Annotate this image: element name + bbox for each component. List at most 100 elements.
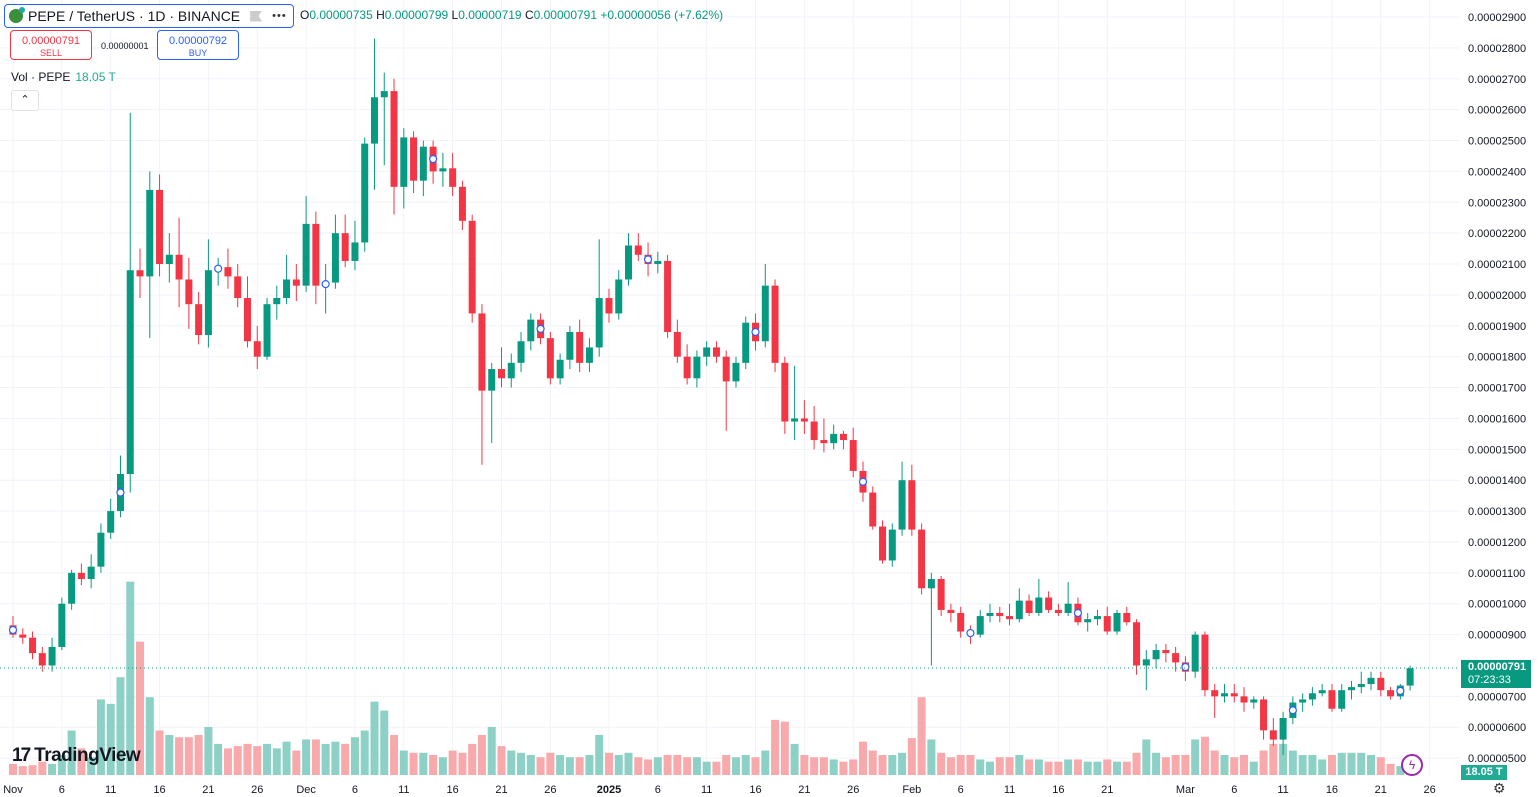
volume-bar: [653, 757, 662, 775]
candle-body: [869, 492, 877, 527]
price-tick-label: 0.00001200: [1468, 537, 1526, 549]
volume-bar: [1308, 755, 1317, 775]
volume-bar: [1103, 759, 1112, 775]
time-tick-label: 21: [798, 784, 810, 796]
candle-body: [849, 440, 857, 471]
candle-body: [1191, 634, 1199, 672]
candle-body: [126, 270, 134, 475]
last-volume-label: 18.05 T: [1461, 765, 1507, 780]
volume-bar: [350, 737, 359, 775]
time-tick-label: 11: [1004, 784, 1015, 796]
candle-body: [29, 637, 37, 654]
volume-bar: [1142, 739, 1151, 775]
candle-body: [1377, 677, 1385, 691]
volume-bar: [1220, 755, 1229, 775]
candle-body: [1093, 616, 1101, 620]
low-key: L: [451, 8, 459, 22]
time-tick-label: 2025: [597, 784, 621, 796]
volume-bar: [272, 748, 281, 775]
volume-bar: [155, 730, 164, 775]
candle-body: [1279, 717, 1287, 740]
candle-body: [458, 186, 466, 221]
symbol-legend[interactable]: PEPE / TetherUS · 1D · BINANCE •••: [4, 4, 294, 28]
volume-bar: [136, 641, 145, 775]
candle-body: [595, 298, 603, 348]
collapse-legend-button[interactable]: ⌃: [11, 90, 39, 111]
candle-body: [1084, 619, 1092, 623]
time-tick-label: 21: [1101, 784, 1113, 796]
volume-bar: [38, 761, 47, 775]
time-axis[interactable]: Nov 6 11 16 21 26 Dec 6 11 16 21 26 2025 6 11 16 21 26 Feb…: [3, 784, 1436, 796]
sell-price: 0.00000791: [21, 35, 81, 47]
candle-body: [48, 646, 56, 666]
candle-body: [410, 137, 418, 181]
close-value: 0.00000791: [533, 8, 598, 22]
price-axis[interactable]: 0.00002900 0.00002800 0.00002700 0.00002600…: [1460, 0, 1540, 775]
tradingview-logo[interactable]: 17 TradingView: [12, 745, 141, 767]
candle-body: [1045, 597, 1053, 610]
volume-bar: [751, 757, 760, 775]
candle-body: [654, 260, 662, 265]
price-tick-label: 0.00001700: [1468, 383, 1526, 395]
candle-body: [273, 298, 281, 305]
candle-body: [1006, 616, 1014, 620]
volume-bar: [1298, 755, 1307, 775]
volume-bar: [565, 757, 574, 775]
candle-body: [986, 612, 994, 617]
volume-bar: [585, 755, 594, 775]
candle-body: [1123, 612, 1131, 623]
price-axis-bg: [1460, 0, 1540, 775]
low-value: 0.00000719: [458, 8, 522, 22]
event-marker-icon: [1073, 608, 1083, 618]
volume-bar: [1171, 755, 1180, 775]
candle-body: [712, 347, 720, 357]
volume-bar: [546, 752, 555, 775]
candle-body: [957, 612, 965, 632]
volume-bar: [1015, 755, 1024, 775]
time-tick-label: 26: [847, 784, 859, 796]
volume-bar: [1191, 739, 1200, 775]
volume-legend[interactable]: Vol · PEPE 18.05 T: [11, 70, 116, 84]
volume-bar: [829, 759, 838, 775]
volume-bar: [458, 752, 467, 775]
volume-bar: [1083, 761, 1092, 775]
volume-bars: [9, 581, 1415, 775]
time-tick-label: 11: [701, 784, 712, 796]
volume-bar: [1122, 761, 1131, 775]
settings-icon[interactable]: ⚙: [1493, 780, 1506, 796]
volume-bar: [204, 727, 213, 775]
more-options-button[interactable]: •••: [272, 10, 287, 22]
volume-bar: [1347, 752, 1356, 775]
candle-body: [927, 579, 935, 589]
volume-bar: [1132, 752, 1141, 775]
volume-bar: [507, 750, 516, 775]
volume-bar: [995, 757, 1004, 775]
candle-body: [1201, 634, 1209, 691]
volume-bar: [1259, 750, 1268, 775]
candle-body: [390, 91, 398, 187]
volume-label: Vol · PEPE: [11, 70, 71, 84]
lightning-icon[interactable]: ϟ: [1401, 754, 1423, 776]
candle-body: [439, 168, 447, 172]
volume-bar: [57, 755, 66, 775]
buy-button[interactable]: 0.00000792 BUY: [157, 30, 239, 60]
flag-icon[interactable]: [250, 10, 263, 22]
price-tick-label: 0.00002600: [1468, 105, 1526, 117]
candle-body: [68, 572, 76, 604]
volume-bar: [1044, 761, 1053, 775]
chevron-up-icon: ⌃: [20, 94, 30, 106]
price-tick-label: 0.00002700: [1468, 74, 1526, 86]
volume-bar: [819, 757, 828, 775]
volume-bar: [370, 701, 379, 775]
event-marker-icon: [858, 477, 868, 486]
sell-button[interactable]: 0.00000791 SELL: [10, 30, 92, 60]
time-tick-label: 21: [1375, 784, 1387, 796]
volume-bar: [1337, 752, 1346, 775]
volume-bar: [67, 730, 76, 775]
candle-body: [1015, 600, 1023, 620]
volume-bar: [1318, 759, 1327, 775]
candle-body: [996, 612, 1004, 617]
volume-bar: [233, 746, 242, 775]
volume-bar: [1376, 757, 1385, 775]
